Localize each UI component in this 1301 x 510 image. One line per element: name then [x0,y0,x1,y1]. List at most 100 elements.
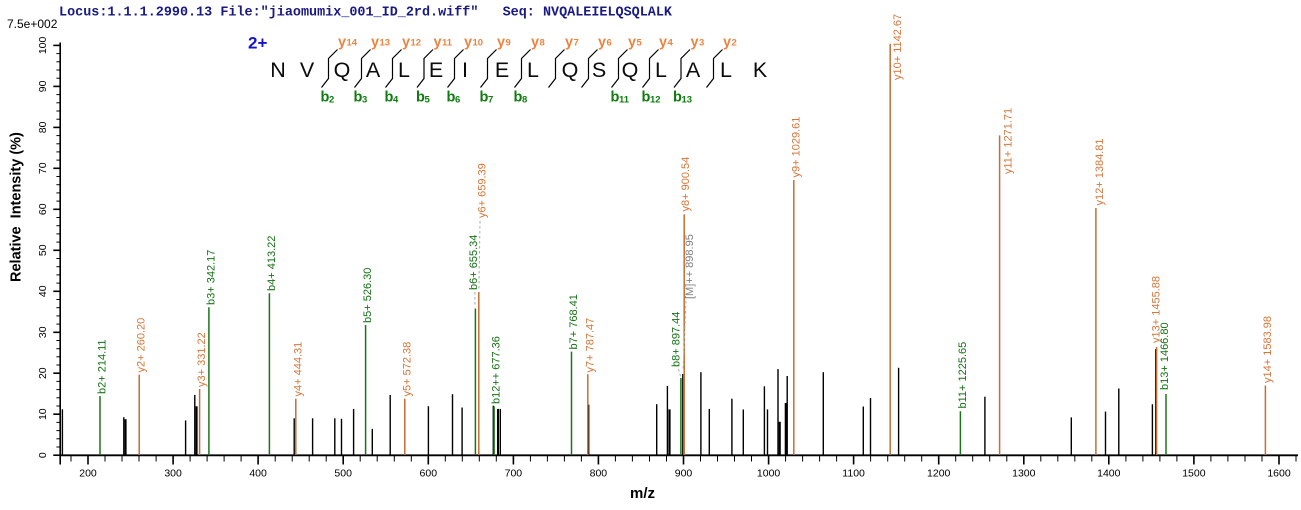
svg-text:V: V [300,58,315,82]
svg-text:7: 7 [488,95,493,106]
svg-text:y13+ 1455.88: y13+ 1455.88 [1150,276,1162,343]
svg-text:A: A [366,58,381,82]
svg-text:Q: Q [334,58,351,82]
svg-text:L: L [720,58,732,82]
svg-text:b13+ 1466.80: b13+ 1466.80 [1159,322,1171,390]
svg-text:y: y [371,35,379,51]
svg-text:b7+ 768.41: b7+ 768.41 [568,294,580,349]
svg-text:2: 2 [329,95,334,106]
svg-text:y3+ 331.22: y3+ 331.22 [196,332,208,387]
svg-text:2+: 2+ [248,34,267,53]
svg-text:b: b [447,90,456,106]
svg-text:12: 12 [650,95,661,106]
svg-text:E: E [429,58,443,82]
svg-text:b: b [480,90,489,106]
svg-text:b: b [642,90,651,106]
svg-text:b6+ 655.34: b6+ 655.34 [468,235,480,290]
svg-text:S: S [592,58,606,82]
svg-text:5: 5 [425,95,431,106]
svg-text:y4+ 444.31: y4+ 444.31 [292,342,304,397]
svg-text:12: 12 [411,38,422,49]
svg-text:b: b [611,90,620,106]
svg-text:300: 300 [164,468,182,480]
svg-text:10: 10 [37,408,49,420]
svg-text:y: y [723,35,731,51]
svg-text:1400: 1400 [1097,468,1121,480]
svg-text:Q: Q [562,58,579,82]
svg-text:Q: Q [622,58,639,82]
svg-text:y: y [565,35,573,51]
svg-text:b11+ 1225.65: b11+ 1225.65 [957,342,969,409]
svg-text:1300: 1300 [1012,468,1036,480]
svg-text:[M]++ 898.95: [M]++ 898.95 [684,234,696,299]
svg-text:200: 200 [79,468,97,480]
svg-text:y2+ 260.20: y2+ 260.20 [136,318,148,373]
svg-text:b: b [673,90,682,106]
svg-text:y14+ 1583.98: y14+ 1583.98 [1262,316,1274,383]
svg-text:90: 90 [37,80,49,92]
svg-text:100: 100 [37,36,49,54]
svg-text:I: I [462,58,468,82]
svg-text:y: y [659,35,667,51]
svg-text:y10+ 1142.67: y10+ 1142.67 [892,14,904,80]
svg-text:y: y [691,35,699,51]
svg-text:y: y [338,35,346,51]
svg-text:7: 7 [574,38,579,49]
svg-text:Locus:1.1.1.2990.13 File:"jiao: Locus:1.1.1.2990.13 File:"jiaomumix_001_… [59,5,673,21]
svg-text:13: 13 [380,38,391,49]
svg-text:y7+ 787.47: y7+ 787.47 [584,318,596,373]
svg-text:y5+ 572.38: y5+ 572.38 [401,342,413,397]
svg-text:3: 3 [699,38,704,49]
svg-text:y11+ 1271.71: y11+ 1271.71 [1003,108,1015,174]
svg-text:8: 8 [540,38,545,49]
svg-text:700: 700 [505,468,523,480]
svg-text:K: K [753,58,768,82]
svg-text:4: 4 [668,38,674,49]
svg-text:b: b [385,90,394,106]
svg-text:8: 8 [522,95,527,106]
svg-text:y12+ 1384.81: y12+ 1384.81 [1094,139,1106,206]
svg-text:y: y [497,35,505,51]
svg-text:y: y [598,35,606,51]
svg-text:Relative Intensity (%): Relative Intensity (%) [9,132,25,282]
svg-text:b3+ 342.17: b3+ 342.17 [205,250,217,305]
svg-text:600: 600 [420,468,438,480]
svg-text:y6+ 659.39: y6+ 659.39 [476,163,488,218]
svg-text:b2+ 214.11: b2+ 214.11 [97,339,109,394]
svg-text:b: b [514,90,523,106]
svg-text:E: E [495,58,509,82]
svg-text:400: 400 [249,468,267,480]
svg-text:b: b [321,90,330,106]
svg-text:L: L [655,58,667,82]
svg-text:y: y [434,35,442,51]
svg-text:6: 6 [607,38,612,49]
svg-text:1100: 1100 [842,468,865,480]
svg-text:3: 3 [362,95,367,106]
svg-text:L: L [527,58,539,82]
svg-text:13: 13 [682,95,693,106]
svg-text:y8+ 900.54: y8+ 900.54 [680,157,692,212]
svg-text:2: 2 [732,38,737,49]
svg-text:y: y [628,35,636,51]
svg-text:m/z: m/z [630,485,655,502]
svg-text:40: 40 [37,285,49,297]
svg-text:b: b [416,90,425,106]
svg-text:70: 70 [37,162,49,174]
svg-text:6: 6 [455,95,460,106]
svg-text:0: 0 [37,452,49,458]
svg-text:b12++ 677.36: b12++ 677.36 [491,336,503,404]
svg-text:y: y [531,35,539,51]
svg-text:A: A [686,58,701,82]
svg-text:b: b [354,90,363,106]
svg-text:900: 900 [675,468,693,480]
svg-text:14: 14 [347,38,358,49]
svg-text:50: 50 [37,244,49,256]
svg-text:y: y [402,35,410,51]
svg-text:b8+ 897.44: b8+ 897.44 [670,312,682,367]
svg-text:N: N [270,58,286,82]
svg-text:1200: 1200 [927,468,951,480]
svg-text:20: 20 [37,367,49,379]
svg-text:7.5e+002: 7.5e+002 [7,17,58,31]
svg-text:500: 500 [334,468,352,480]
svg-text:L: L [398,58,410,82]
